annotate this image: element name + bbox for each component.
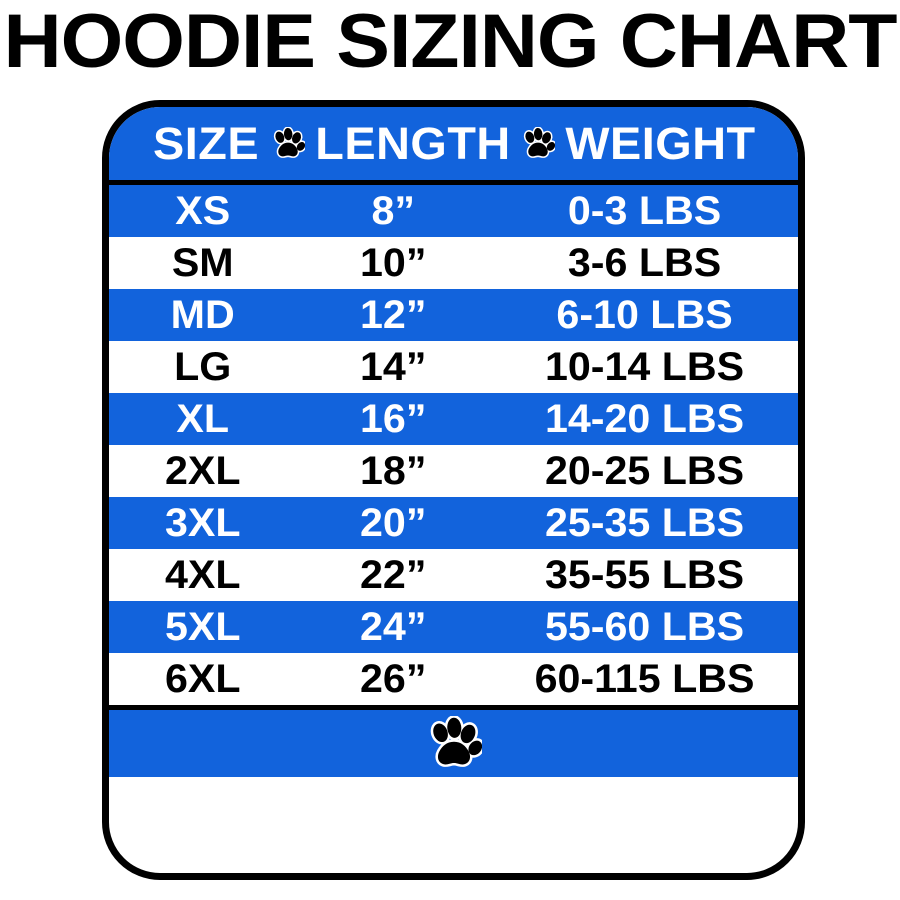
- cell-length: 26”: [360, 659, 427, 699]
- cell-weight: 0-3 LBS: [567, 191, 722, 231]
- column-header-size: SIZE: [152, 118, 260, 169]
- cell-length: 22”: [360, 555, 427, 595]
- table-row: 5XL 24” 55-60 LBS: [109, 601, 798, 653]
- cell-weight: 10-14 LBS: [544, 347, 745, 387]
- paw-print-icon: [521, 126, 556, 161]
- table-row: XL 16” 14-20 LBS: [109, 393, 798, 445]
- cell-weight: 20-25 LBS: [544, 451, 745, 491]
- paw-print-icon: [271, 126, 306, 161]
- sizing-chart-card: SIZE LENGTH: [102, 100, 805, 880]
- cell-size: XL: [176, 399, 230, 439]
- cell-weight: 3-6 LBS: [567, 243, 722, 283]
- table-row: 6XL 26” 60-115 LBS: [109, 653, 798, 705]
- cell-size: 3XL: [164, 503, 241, 543]
- table-footer: [109, 705, 798, 777]
- cell-length: 14”: [360, 347, 427, 387]
- cell-weight: 14-20 LBS: [544, 399, 745, 439]
- cell-length: 24”: [360, 607, 427, 647]
- table-row: LG 14” 10-14 LBS: [109, 341, 798, 393]
- column-header-weight: WEIGHT: [565, 118, 756, 169]
- paw-print-icon: [426, 715, 482, 772]
- cell-size: 6XL: [164, 659, 241, 699]
- cell-length: 10”: [360, 243, 427, 283]
- table-row: 3XL 20” 25-35 LBS: [109, 497, 798, 549]
- cell-size: XS: [175, 191, 231, 231]
- cell-weight: 25-35 LBS: [544, 503, 745, 543]
- table-row: SM 10” 3-6 LBS: [109, 237, 798, 289]
- table-row: 4XL 22” 35-55 LBS: [109, 549, 798, 601]
- cell-size: 2XL: [164, 451, 241, 491]
- cell-size: SM: [171, 243, 234, 283]
- table-row: MD 12” 6-10 LBS: [109, 289, 798, 341]
- cell-size: 5XL: [164, 607, 241, 647]
- page-title: HOODIE SIZING CHART: [3, 0, 898, 84]
- cell-weight: 55-60 LBS: [544, 607, 745, 647]
- cell-weight: 35-55 LBS: [544, 555, 745, 595]
- table-row: 2XL 18” 20-25 LBS: [109, 445, 798, 497]
- cell-length: 20”: [360, 503, 427, 543]
- cell-weight: 60-115 LBS: [534, 659, 755, 699]
- cell-size: LG: [174, 347, 232, 387]
- cell-weight: 6-10 LBS: [556, 295, 733, 335]
- table-header-row: SIZE LENGTH: [109, 107, 798, 185]
- cell-length: 12”: [360, 295, 427, 335]
- cell-size: 4XL: [164, 555, 241, 595]
- cell-length: 8”: [371, 191, 416, 231]
- cell-size: MD: [170, 295, 235, 335]
- column-header-length: LENGTH: [315, 118, 511, 169]
- cell-length: 18”: [360, 451, 427, 491]
- table-body: XS 8” 0-3 LBS SM 10” 3-6 LBS MD 12” 6-10 LBS LG 14…: [109, 185, 798, 705]
- table-row: XS 8” 0-3 LBS: [109, 185, 798, 237]
- cell-length: 16”: [360, 399, 427, 439]
